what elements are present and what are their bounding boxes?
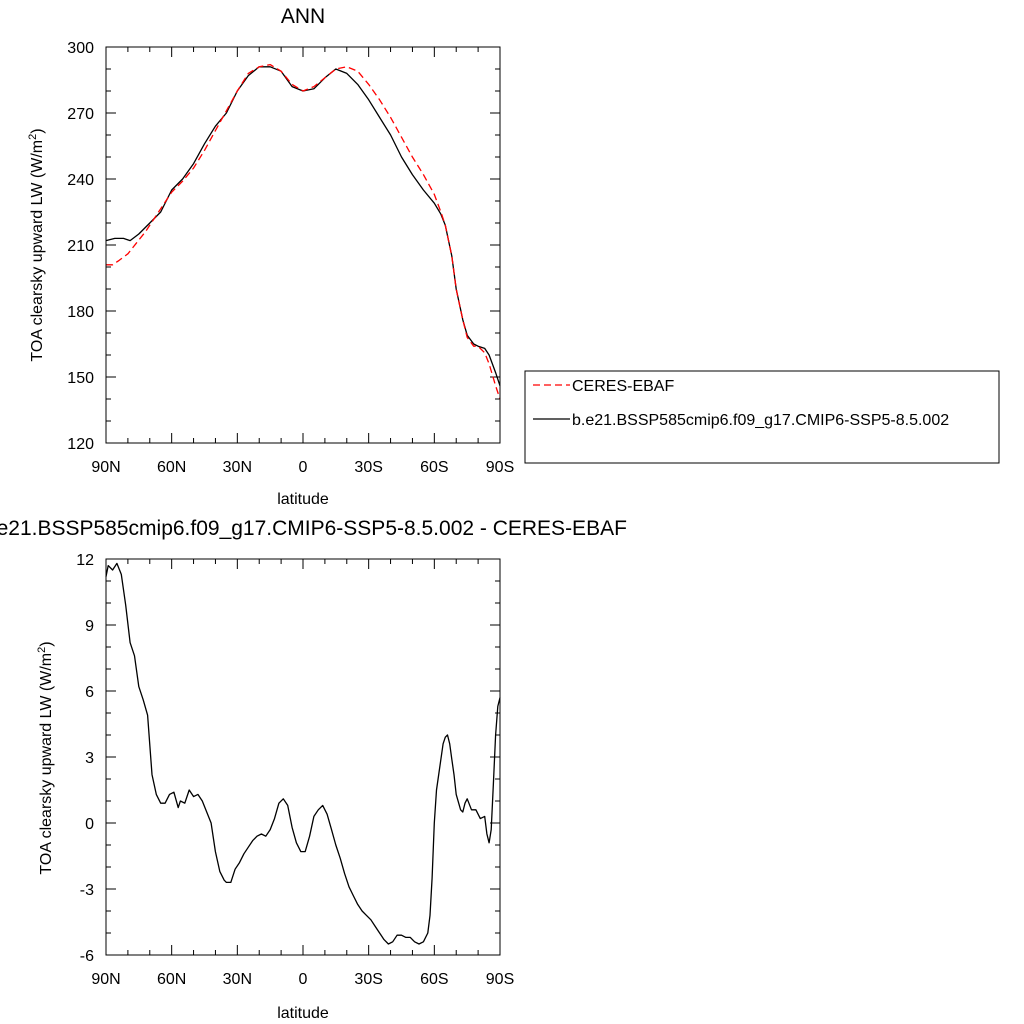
bottom-xtick-label: 30N [223,971,252,988]
bottom-chart-title: b.e21.BSSP585cmip6.f09_g17.CMIP6-SSP5-8.… [0,517,627,540]
top-ylabel-text: TOA clearsky upward LW (W/m2) [27,128,46,361]
top-ytick-label: 300 [67,40,94,57]
legend: CERES-EBAF b.e21.BSSP585cmip6.f09_g17.CM… [524,370,1000,464]
top-ytick-label: 120 [67,436,94,453]
top-xtick-label: 60S [420,459,448,476]
top-series-line-0 [105,66,501,387]
bottom-plot-frame [105,558,501,956]
bottom-ylabel-end: ) [38,641,55,646]
top-ytick-label: 210 [67,238,94,255]
bottom-series [105,562,501,945]
bottom-ylabel-text: TOA clearsky upward LW (W/m2) [36,641,55,874]
legend-box [524,370,1000,464]
panel-bottom: b.e21.BSSP585cmip6.f09_g17.CMIP6-SSP5-8.… [0,517,627,1022]
bottom-xtick-label: 30S [354,971,382,988]
bottom-ytick-label: 0 [85,816,94,833]
bottom-series-line-0 [105,562,501,945]
bottom-ticks: 90N 60N 30N 0 30S 60S 90S -6 -3 0 3 6 9 12 [76,552,514,988]
top-xlabel: latitude [277,491,329,508]
top-xtick-label: 30N [223,459,252,476]
top-ytick-label: 180 [67,304,94,321]
top-ytick-label: 240 [67,172,94,189]
bottom-ylabel-main: TOA clearsky upward LW (W/m [38,653,55,875]
legend-label-model: b.e21.BSSP585cmip6.f09_g17.CMIP6-SSP5-8.… [572,412,949,429]
bottom-ytick-label: -6 [80,948,94,965]
top-xtick-label: 60N [157,459,186,476]
top-series [105,63,501,400]
top-ylabel-sup: 2 [27,134,39,140]
top-chart-title: ANN [281,5,325,28]
top-plot-frame [105,46,501,444]
bottom-ytick-label: -3 [80,882,94,899]
top-series-line-1 [106,63,501,400]
top-ticks: 90N 60N 30N 0 30S 60S 90S 120 150 180 210 240 270 300 [67,40,514,476]
bottom-ytick-label: 9 [85,618,94,635]
bottom-xtick-label: 60S [420,971,448,988]
bottom-xtick-label: 60N [157,971,186,988]
bottom-xtick-label: 90N [91,971,120,988]
bottom-xlabel: latitude [277,1005,329,1022]
top-xtick-label: 30S [354,459,382,476]
bottom-xtick-label: 90S [486,971,514,988]
top-xtick-label: 0 [299,459,308,476]
top-xtick-label: 90S [486,459,514,476]
bottom-ytick-label: 6 [85,684,94,701]
top-ylabel-main: TOA clearsky upward LW (W/m [29,140,46,362]
bottom-ylabel-sup: 2 [36,647,48,653]
bottom-ytick-label: 3 [85,750,94,767]
top-ylabel: TOA clearsky upward LW (W/m2) [27,128,46,361]
top-ytick-label: 150 [67,370,94,387]
bottom-xtick-label: 0 [299,971,308,988]
top-ylabel-end: ) [29,128,46,133]
bottom-ytick-label: 12 [76,552,94,569]
bottom-ylabel: TOA clearsky upward LW (W/m2) [36,641,55,874]
panel-top: ANN 90N 60N 30N 0 30S 60S 90S 120 150 180 210 240 27… [27,5,514,508]
legend-label-ceres: CERES-EBAF [572,378,674,395]
top-ytick-label: 270 [67,106,94,123]
top-xtick-label: 90N [91,459,120,476]
